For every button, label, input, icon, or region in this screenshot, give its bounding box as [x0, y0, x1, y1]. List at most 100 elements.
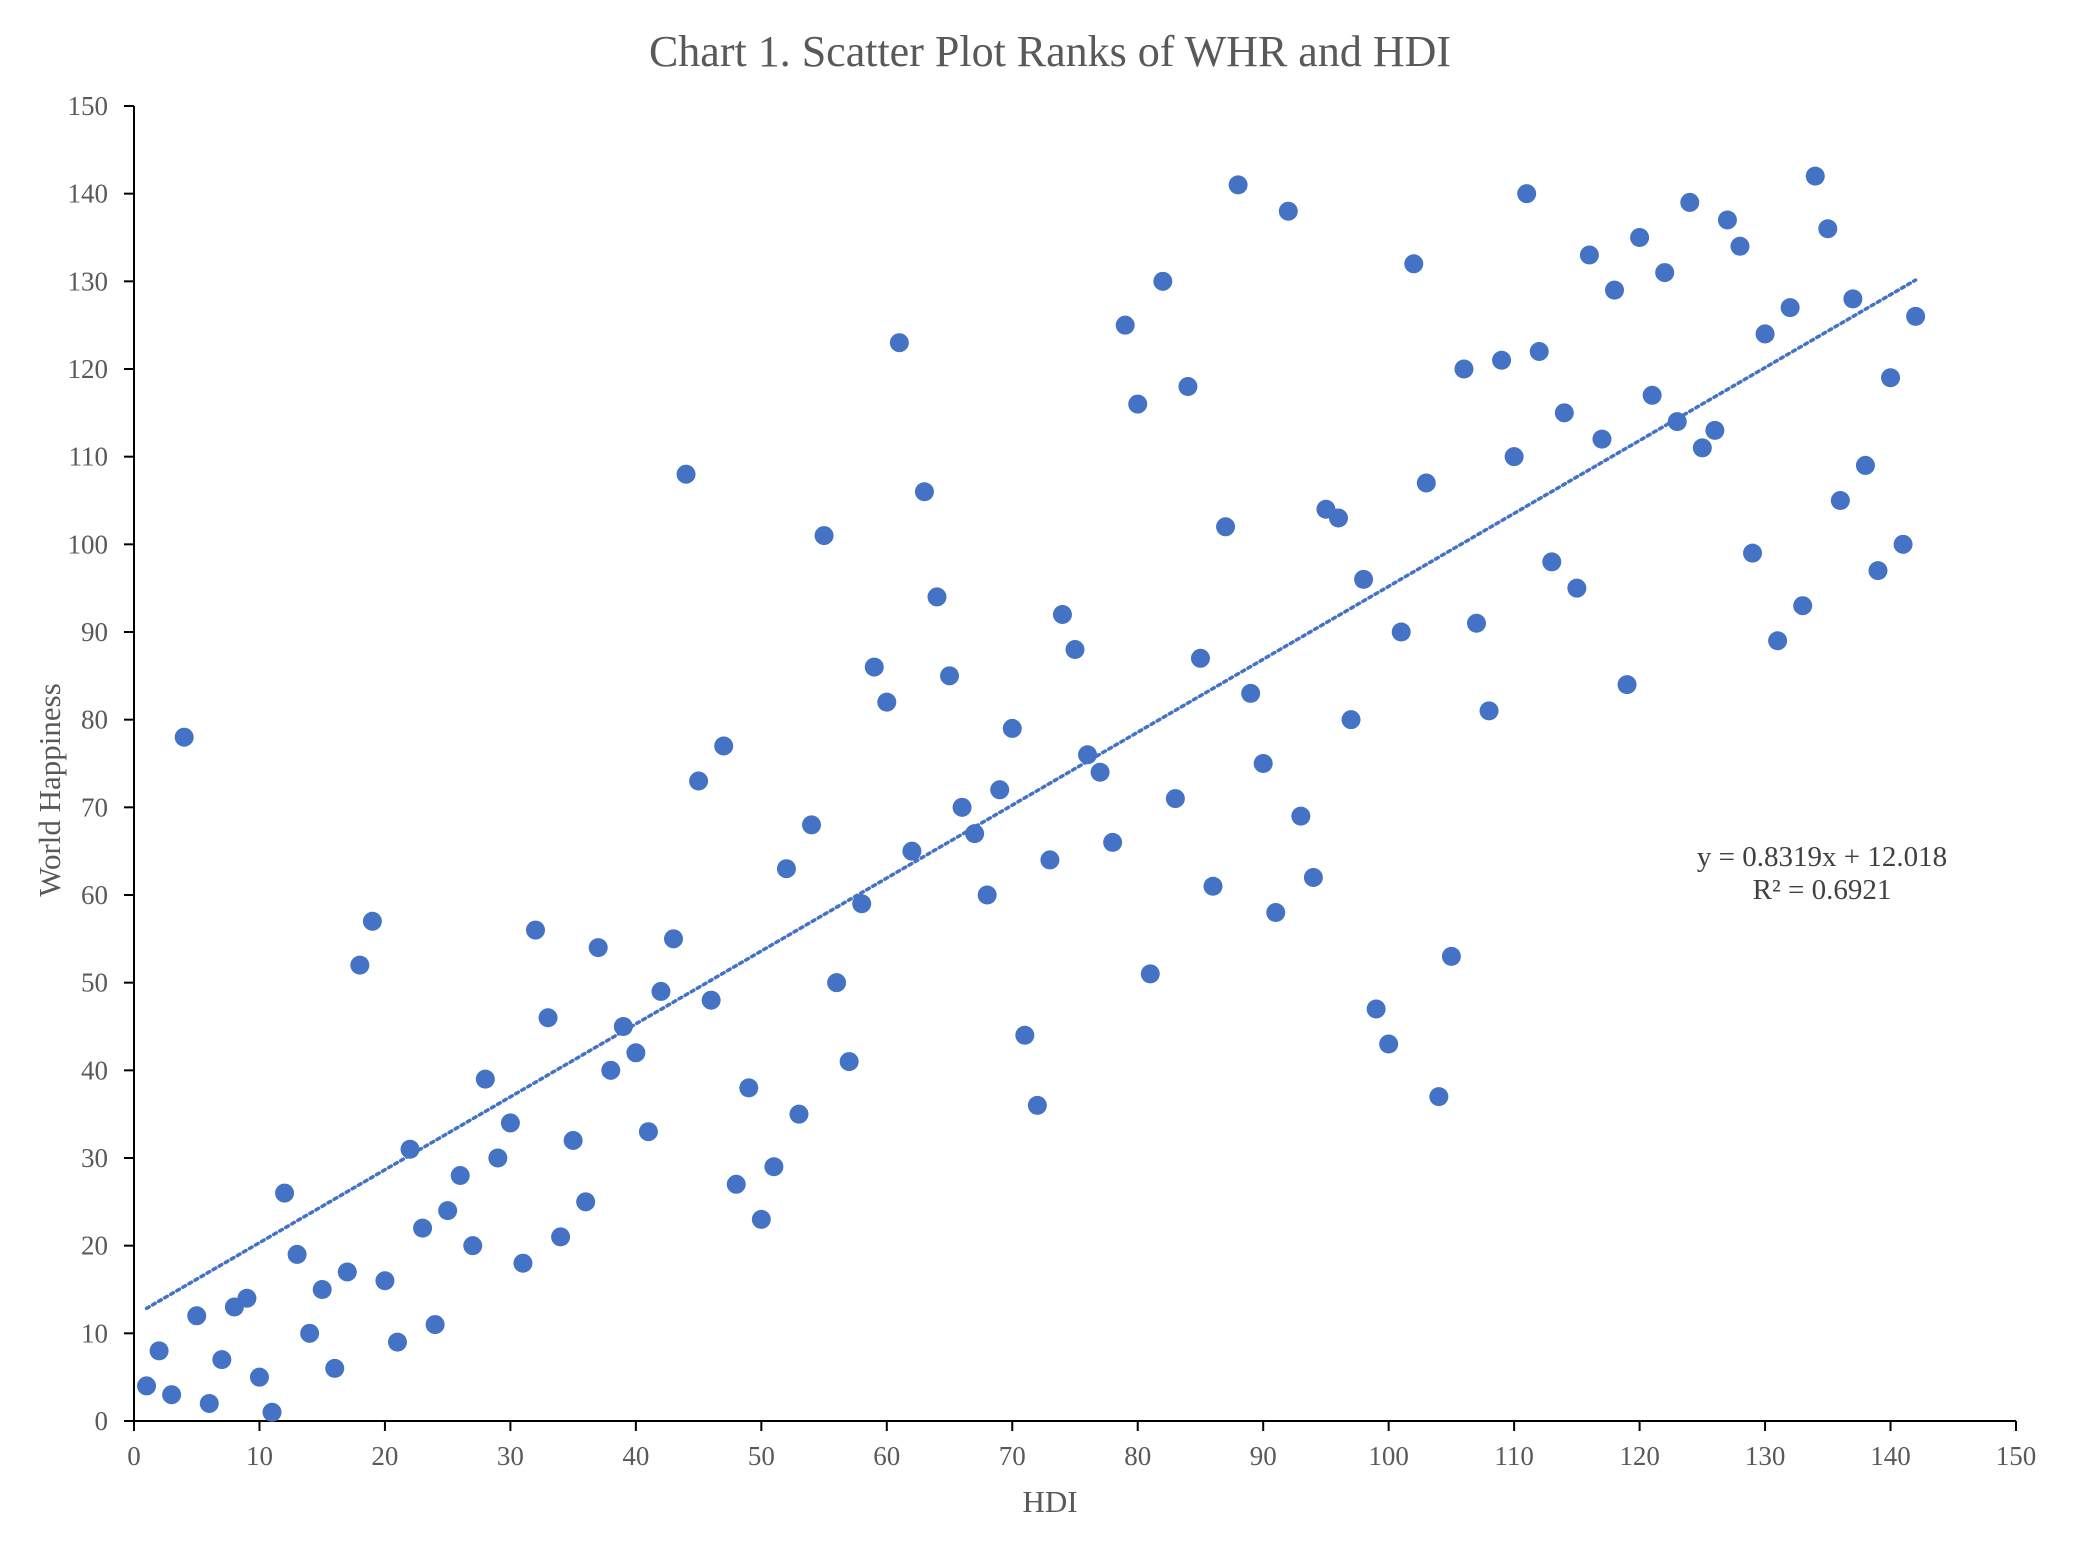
x-tick-label: 90: [1250, 1441, 1277, 1471]
data-point: [1504, 447, 1524, 467]
data-point: [914, 482, 934, 502]
data-point: [1667, 412, 1687, 432]
data-point: [1040, 850, 1060, 870]
data-point: [1818, 219, 1838, 239]
data-point: [425, 1315, 445, 1335]
data-point: [877, 692, 897, 712]
data-point: [1165, 789, 1185, 809]
data-point: [1441, 946, 1461, 966]
x-tick-label: 0: [127, 1441, 141, 1471]
data-point: [927, 587, 947, 607]
data-point: [714, 736, 734, 756]
data-point: [513, 1253, 533, 1273]
data-point: [1303, 867, 1323, 887]
data-point: [174, 727, 194, 747]
y-tick-label: 90: [81, 617, 108, 647]
data-point: [940, 666, 960, 686]
data-point: [1203, 876, 1223, 896]
x-tick-label: 80: [1124, 1441, 1151, 1471]
y-tick-label: 40: [81, 1055, 108, 1085]
data-point: [1755, 324, 1775, 344]
data-point: [613, 1017, 633, 1036]
y-tick-label: 60: [81, 880, 108, 910]
data-point: [300, 1323, 320, 1343]
data-point: [450, 1166, 470, 1186]
y-tick-label: 140: [68, 179, 109, 209]
data-point: [1855, 455, 1875, 475]
data-point: [350, 955, 370, 975]
x-tick-label: 40: [622, 1441, 649, 1471]
data-point: [1893, 534, 1913, 554]
data-point: [651, 981, 671, 1001]
data-point: [275, 1183, 295, 1203]
trendline-equation: y = 0.8319x + 12.018: [1697, 841, 1947, 873]
x-tick-label: 10: [246, 1441, 273, 1471]
data-point: [588, 938, 608, 958]
y-tick-label: 120: [68, 354, 109, 384]
trendline-group: [144, 278, 1918, 1311]
data-point: [325, 1358, 345, 1378]
data-point: [1906, 306, 1926, 326]
data-point: [438, 1201, 458, 1221]
data-point: [1830, 491, 1850, 510]
data-point: [839, 1052, 859, 1072]
data-point: [1065, 640, 1085, 660]
trendline-r-squared: R² = 0.6921: [1753, 874, 1892, 906]
data-point: [488, 1148, 508, 1168]
y-tick-label: 100: [68, 529, 109, 559]
data-point: [199, 1393, 219, 1413]
data-point: [1429, 1087, 1449, 1107]
data-point: [1655, 263, 1675, 283]
data-point: [1366, 999, 1386, 1019]
chart-title: Chart 1. Scatter Plot Ranks of WHR and H…: [649, 27, 1451, 76]
data-point: [1090, 762, 1110, 782]
x-tick-label: 60: [873, 1441, 900, 1471]
data-point: [1492, 350, 1512, 370]
data-point: [1178, 377, 1198, 397]
data-point: [1153, 271, 1173, 291]
data-point: [1567, 578, 1587, 598]
data-points: [137, 166, 1926, 1422]
data-point: [1717, 210, 1737, 230]
data-point: [387, 1332, 407, 1352]
y-tick-label: 10: [81, 1318, 108, 1348]
x-tick-label: 30: [497, 1441, 524, 1471]
data-point: [237, 1288, 257, 1308]
data-point: [701, 990, 721, 1010]
data-point: [287, 1244, 307, 1264]
data-point: [1542, 552, 1562, 572]
data-point: [1128, 394, 1148, 414]
x-tick-label: 110: [1494, 1441, 1534, 1471]
y-tick-label: 150: [68, 91, 109, 121]
data-point: [827, 973, 847, 993]
data-point: [1228, 175, 1248, 195]
data-point: [776, 859, 796, 879]
y-tick-label: 20: [81, 1231, 108, 1261]
data-point: [1216, 517, 1236, 537]
data-point: [902, 841, 922, 861]
data-point: [1479, 701, 1499, 721]
data-point: [525, 920, 545, 940]
data-point: [1027, 1095, 1047, 1115]
data-point: [551, 1227, 571, 1247]
y-tick-label: 80: [81, 705, 108, 735]
data-point: [1278, 201, 1298, 221]
data-point: [1328, 508, 1348, 528]
data-point: [1517, 184, 1537, 204]
y-tick-label: 70: [81, 792, 108, 822]
data-point: [952, 797, 972, 817]
data-point: [1341, 710, 1361, 730]
data-point: [1592, 429, 1612, 449]
data-point: [990, 780, 1010, 800]
data-point: [1768, 631, 1788, 651]
data-point: [1554, 403, 1574, 423]
data-point: [262, 1402, 282, 1422]
data-point: [1052, 604, 1072, 624]
data-point: [852, 894, 872, 914]
data-point: [965, 824, 985, 844]
data-point: [312, 1280, 332, 1299]
data-point: [149, 1341, 169, 1361]
data-point: [1391, 622, 1411, 642]
data-point: [1630, 228, 1650, 247]
